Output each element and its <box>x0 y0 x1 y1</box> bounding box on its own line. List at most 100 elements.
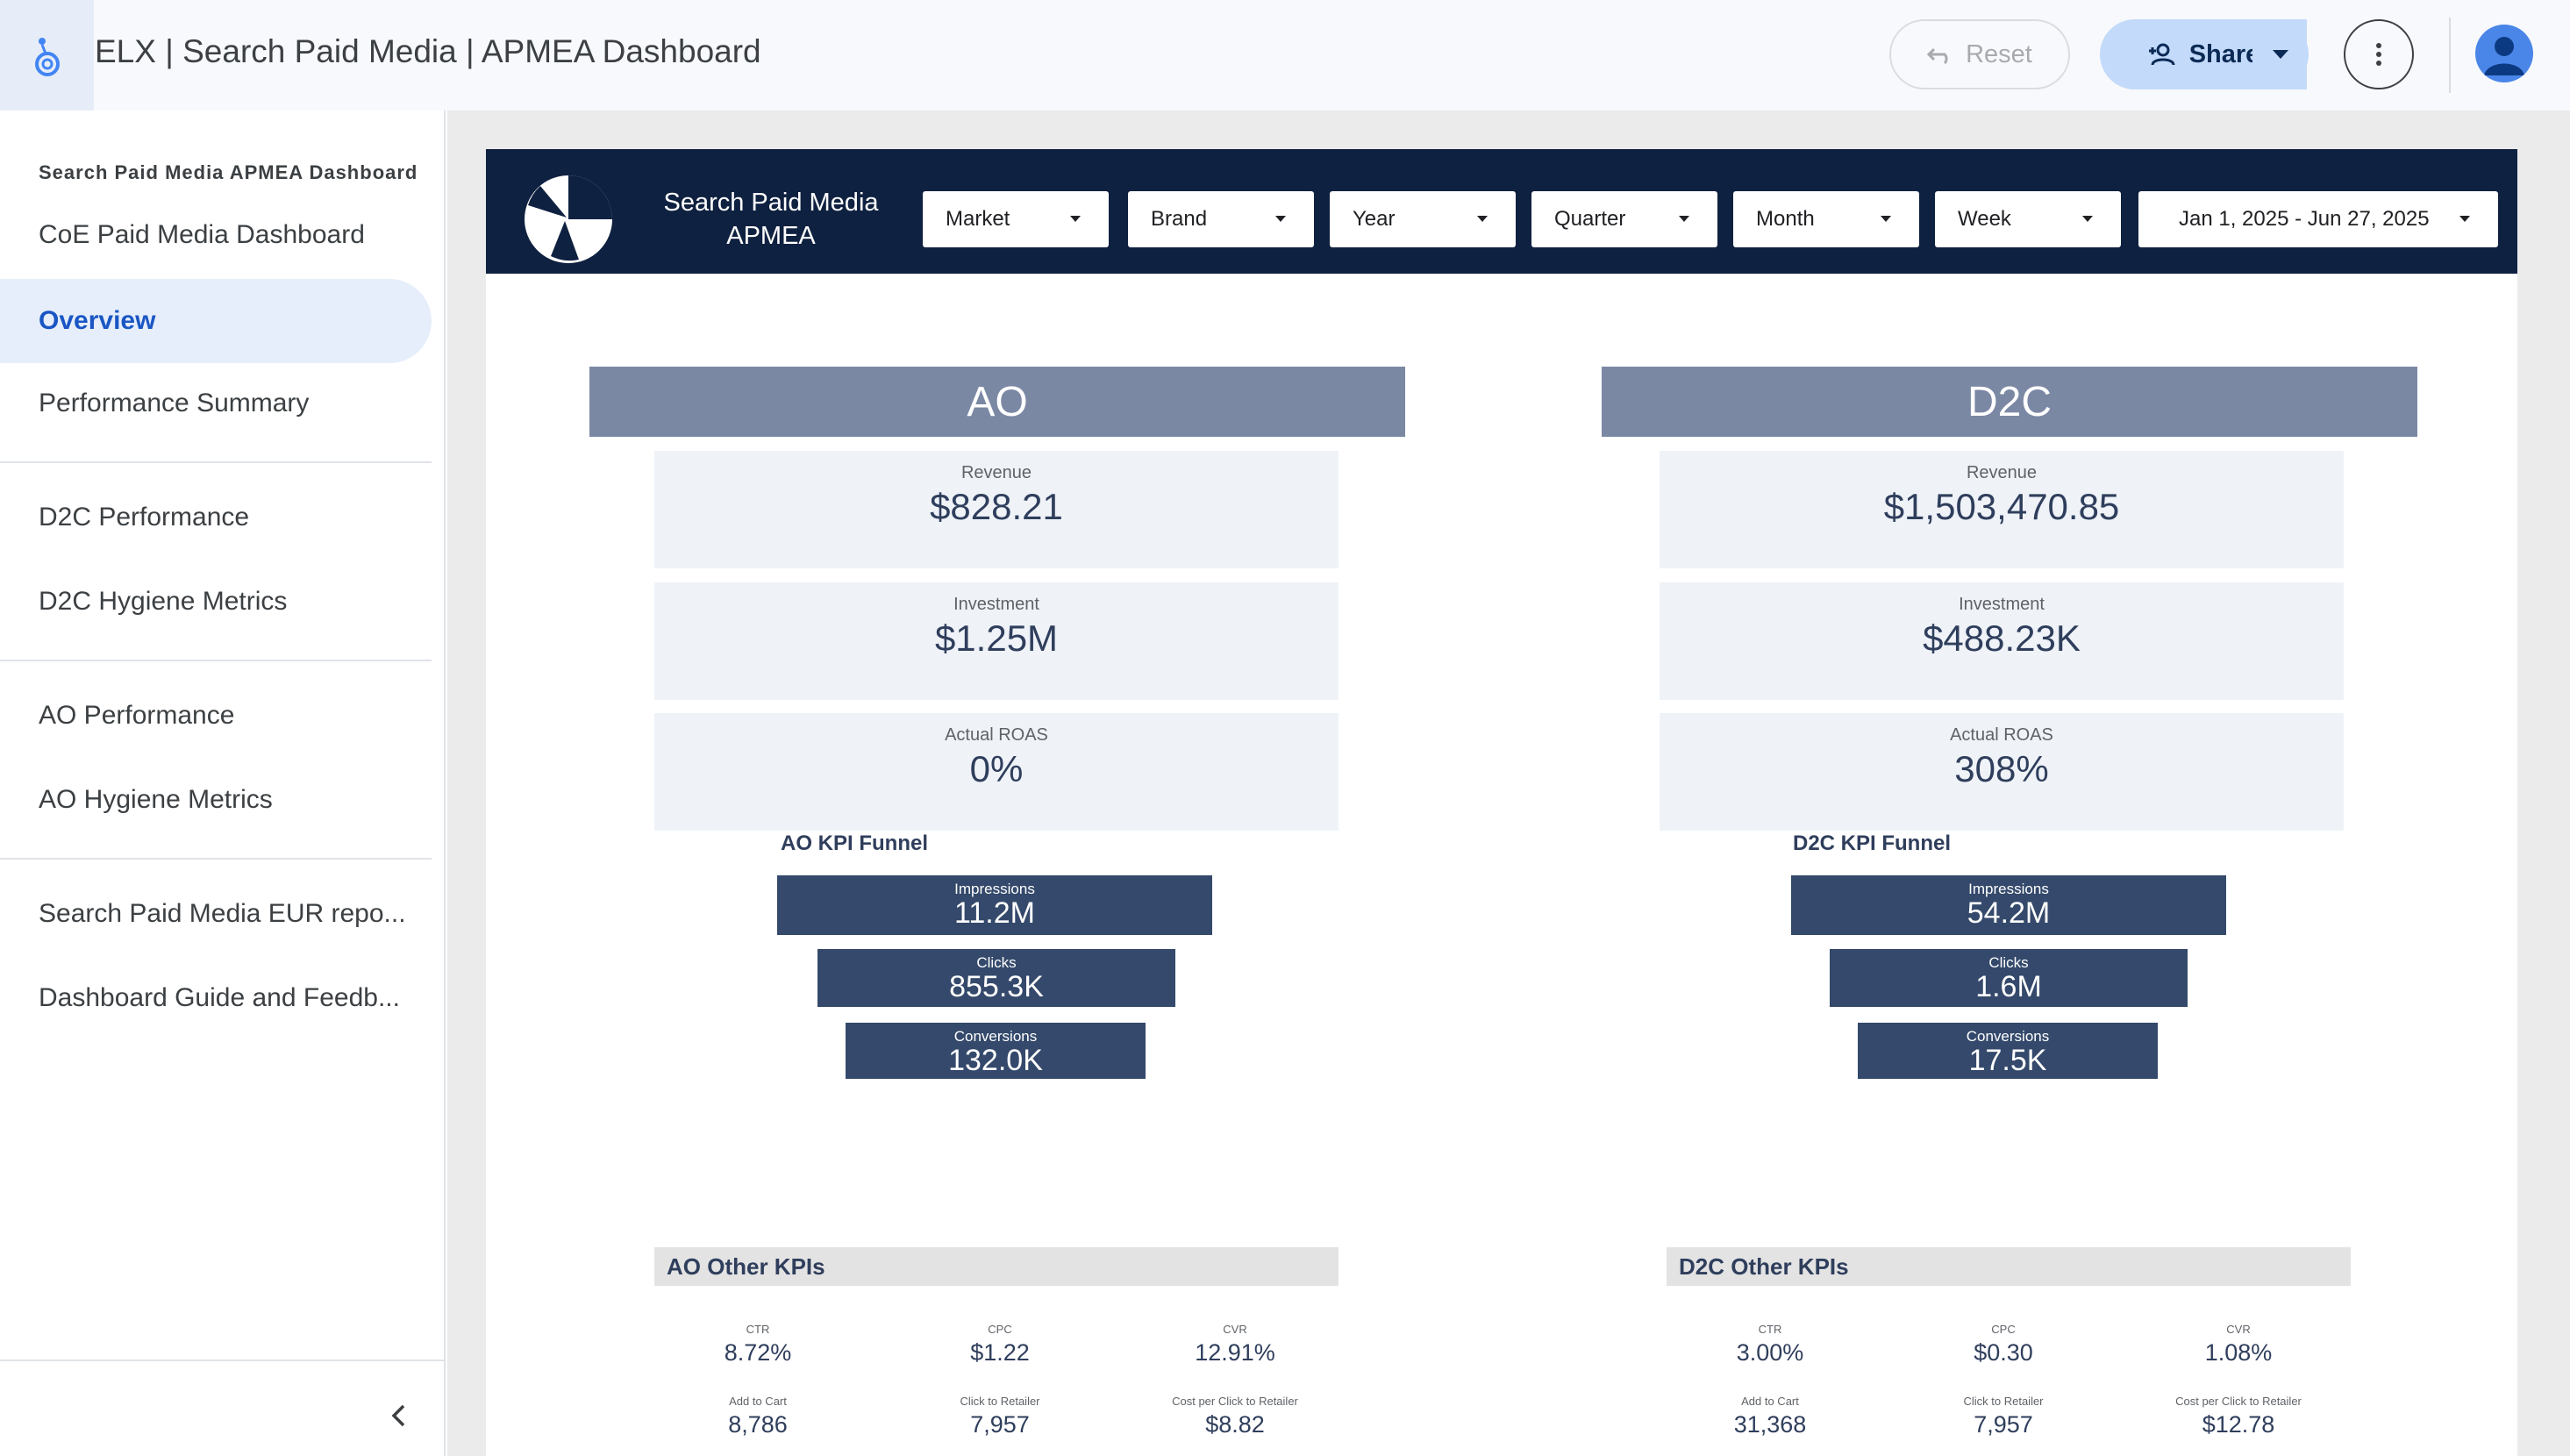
sidebar-item-label: D2C Performance <box>39 503 250 532</box>
page-navigation-sidebar: Search Paid Media APMEA Dashboard CoE Pa… <box>0 111 446 1456</box>
funnel-value: 11.2M <box>954 896 1035 930</box>
metric-label: CTR <box>1758 1323 1782 1336</box>
reset-button[interactable]: Reset <box>1889 19 2070 89</box>
ao-investment-scorecard[interactable]: Investment $1.25M <box>654 582 1339 700</box>
scorecard-label: Investment <box>953 595 1039 614</box>
ao-cost-per-click-retailer-metric: Cost per Click to Retailer $8.82 <box>1139 1395 1331 1438</box>
account-avatar[interactable] <box>2475 25 2533 82</box>
sidebar-item-label: AO Hygiene Metrics <box>39 785 273 814</box>
reset-label: Reset <box>1966 39 2032 68</box>
metric-value: 3.00% <box>1736 1339 1804 1366</box>
d2c-funnel-title: D2C KPI Funnel <box>1793 831 1952 855</box>
scorecard-value: 308% <box>1954 748 2049 789</box>
ao-ctr-metric: CTR 8.72% <box>661 1323 854 1367</box>
d2c-roas-scorecard[interactable]: Actual ROAS 308% <box>1660 713 2344 831</box>
sidebar-item-ao-performance[interactable]: AO Performance <box>0 674 432 758</box>
market-filter[interactable]: Market <box>923 191 1109 247</box>
scorecard-value: $488.23K <box>1923 617 2081 659</box>
sidebar-item-performance-summary[interactable]: Performance Summary <box>0 361 432 446</box>
ao-funnel-title: AO KPI Funnel <box>781 831 928 855</box>
metric-label: CPC <box>988 1323 1012 1336</box>
looker-studio-logo-icon[interactable] <box>0 0 94 111</box>
metric-value: 12.91% <box>1195 1339 1275 1366</box>
scorecard-value: $828.21 <box>930 486 1063 527</box>
month-filter[interactable]: Month <box>1733 191 1919 247</box>
d2c-section-banner: D2C <box>1602 367 2417 437</box>
d2c-conversions-bar[interactable]: Conversions 17.5K <box>1858 1023 2158 1079</box>
funnel-label: Impressions <box>1968 881 2049 897</box>
d2c-click-to-retailer-metric: Click to Retailer 7,957 <box>1907 1395 2100 1438</box>
metric-value: 7,957 <box>1974 1411 2033 1438</box>
collapse-sidebar-button[interactable] <box>379 1396 418 1435</box>
metric-value: $8.82 <box>1205 1411 1265 1438</box>
sidebar-item-eur-report[interactable]: Search Paid Media EUR repo... <box>0 872 432 956</box>
date-range-picker[interactable]: Jan 1, 2025 - Jun 27, 2025 <box>2138 191 2498 247</box>
sidebar-footer-divider <box>0 1360 444 1361</box>
funnel-value: 1.6M <box>1975 970 2042 1003</box>
d2c-ctr-metric: CTR 3.00% <box>1674 1323 1867 1367</box>
metric-label: Add to Cart <box>1741 1395 1799 1408</box>
metric-value: 1.08% <box>2204 1339 2273 1366</box>
metric-label: CTR <box>746 1323 770 1336</box>
d2c-clicks-bar[interactable]: Clicks 1.6M <box>1830 949 2188 1007</box>
caret-down-icon <box>1881 216 1891 222</box>
share-options-button[interactable] <box>2252 19 2309 89</box>
more-options-button[interactable] <box>2344 19 2414 89</box>
filter-label: Month <box>1756 207 1815 231</box>
sidebar-item-d2c-performance[interactable]: D2C Performance <box>0 475 432 560</box>
funnel-value: 17.5K <box>1968 1044 2047 1077</box>
sidebar-divider <box>0 461 432 463</box>
ao-roas-scorecard[interactable]: Actual ROAS 0% <box>654 713 1339 831</box>
caret-down-icon <box>2082 216 2093 222</box>
ao-section-banner: AO <box>589 367 1405 437</box>
scorecard-value: $1,503,470.85 <box>1883 486 2120 527</box>
d2c-add-to-cart-metric: Add to Cart 31,368 <box>1674 1395 1867 1438</box>
ao-revenue-scorecard[interactable]: Revenue $828.21 <box>654 451 1339 568</box>
week-filter[interactable]: Week <box>1935 191 2121 247</box>
sidebar-item-dashboard-guide[interactable]: Dashboard Guide and Feedb... <box>0 956 432 1040</box>
metric-value: 7,957 <box>970 1411 1030 1438</box>
metric-value: $1.22 <box>970 1339 1030 1366</box>
ao-click-to-retailer-metric: Click to Retailer 7,957 <box>903 1395 1096 1438</box>
metric-label: Click to Retailer <box>1963 1395 2044 1408</box>
ao-impressions-bar[interactable]: Impressions 11.2M <box>777 875 1212 935</box>
sidebar-item-overview[interactable]: Overview <box>0 279 432 363</box>
sidebar-item-ao-hygiene[interactable]: AO Hygiene Metrics <box>0 758 432 842</box>
d2c-revenue-scorecard[interactable]: Revenue $1,503,470.85 <box>1660 451 2344 568</box>
funnel-value: 855.3K <box>949 970 1044 1003</box>
filter-label: Quarter <box>1554 207 1626 231</box>
metric-label: Add to Cart <box>729 1395 787 1408</box>
funnel-label: Conversions <box>953 1028 1038 1045</box>
funnel-label: Clicks <box>976 954 1017 971</box>
metric-value: 31,368 <box>1733 1411 1807 1438</box>
quarter-filter[interactable]: Quarter <box>1531 191 1717 247</box>
report-header: Search Paid Media APMEA Market Brand Yea… <box>486 149 2517 274</box>
section-label: AO Other KPIs <box>667 1253 825 1280</box>
metric-label: CVR <box>2226 1323 2251 1336</box>
funnel-value: 132.0K <box>948 1044 1043 1077</box>
sidebar-item-label: AO Performance <box>39 701 235 730</box>
share-label: Share <box>2188 39 2260 68</box>
year-filter[interactable]: Year <box>1330 191 1516 247</box>
d2c-cvr-metric: CVR 1.08% <box>2142 1323 2335 1367</box>
date-range-label: Jan 1, 2025 - Jun 27, 2025 <box>2179 207 2430 231</box>
sidebar-item-d2c-hygiene[interactable]: D2C Hygiene Metrics <box>0 560 432 644</box>
ao-clicks-bar[interactable]: Clicks 855.3K <box>817 949 1175 1007</box>
scorecard-label: Actual ROAS <box>945 725 1048 745</box>
d2c-other-kpis-header: D2C Other KPIs <box>1667 1247 2351 1286</box>
ao-other-kpis-header: AO Other KPIs <box>654 1247 1339 1286</box>
sidebar-divider <box>0 660 432 661</box>
d2c-investment-scorecard[interactable]: Investment $488.23K <box>1660 582 2344 700</box>
d2c-banner-label: D2C <box>1967 378 2052 425</box>
scorecard-value: $1.25M <box>934 617 1059 659</box>
funnel-label: Impressions <box>954 881 1035 897</box>
metric-label: Click to Retailer <box>960 1395 1040 1408</box>
caret-down-icon <box>1275 216 1286 222</box>
sidebar-item-coe-paid-media[interactable]: CoE Paid Media Dashboard <box>0 193 432 277</box>
ao-banner-label: AO <box>967 378 1028 425</box>
ao-conversions-bar[interactable]: Conversions 132.0K <box>846 1023 1146 1079</box>
d2c-impressions-bar[interactable]: Impressions 54.2M <box>1791 875 2226 935</box>
sidebar-item-label: Dashboard Guide and Feedb... <box>39 983 400 1012</box>
metric-label: Cost per Click to Retailer <box>1172 1395 1298 1408</box>
brand-filter[interactable]: Brand <box>1128 191 1314 247</box>
